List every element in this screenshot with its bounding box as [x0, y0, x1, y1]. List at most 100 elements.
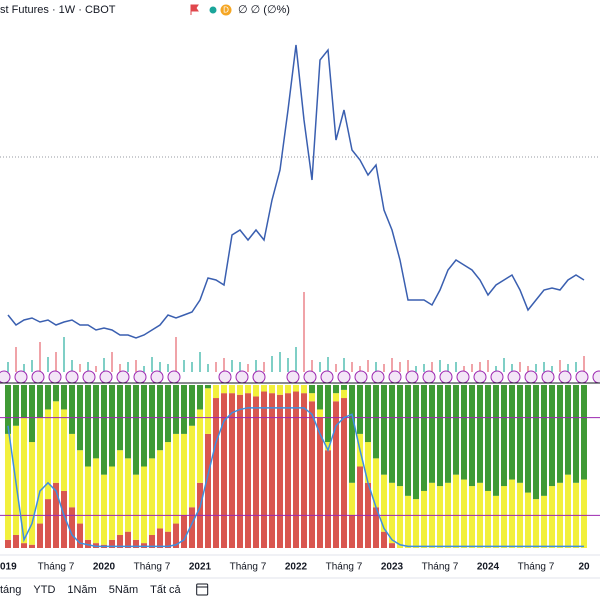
event-icon — [303, 370, 317, 384]
indicator-bar — [269, 385, 275, 394]
indicator-bar — [61, 490, 67, 548]
indicator-bar — [173, 433, 179, 524]
volume-bar — [215, 362, 217, 372]
badge — [220, 4, 232, 16]
indicator-bar — [397, 486, 403, 548]
indicator-bar — [237, 394, 243, 548]
event-icon — [371, 370, 385, 384]
x-tick-label: Tháng 7 — [422, 562, 459, 573]
indicator-bar — [85, 385, 91, 467]
volume-bar — [367, 360, 369, 372]
indicator-bar — [509, 385, 515, 480]
range-button[interactable]: 1Năm — [67, 584, 96, 596]
event-icon — [99, 370, 113, 384]
indicator-bar — [517, 385, 523, 483]
indicator-bar — [13, 385, 19, 426]
volume-bar — [39, 342, 41, 372]
indicator-bar — [533, 499, 539, 548]
indicator-bar — [53, 401, 59, 483]
indicator-bar — [261, 385, 267, 392]
volume-bar — [207, 364, 209, 372]
volume-bar — [127, 362, 129, 372]
event-icon — [116, 370, 130, 384]
volume-bar — [143, 366, 145, 372]
indicator-bar — [357, 466, 363, 548]
indicator-bar — [333, 401, 339, 548]
range-button[interactable]: YTD — [33, 584, 55, 596]
event-icon — [320, 370, 334, 384]
volume-bar — [551, 366, 553, 372]
indicator-bar — [357, 385, 363, 434]
indicator-bar — [101, 385, 107, 475]
indicator-bar — [133, 385, 139, 475]
volume-bar — [343, 358, 345, 372]
volume-bar — [255, 360, 257, 372]
volume-bar — [103, 358, 105, 372]
event-icon — [456, 370, 470, 384]
indicator-bar — [165, 385, 171, 443]
range-button[interactable]: 5Năm — [109, 584, 138, 596]
indicator-bar — [341, 398, 347, 548]
indicator-bar — [205, 385, 211, 389]
volume-bar — [567, 364, 569, 372]
indicator-bar — [413, 385, 419, 500]
volume-bar — [135, 360, 137, 372]
indicator-bar — [349, 385, 355, 483]
x-tick-label: 2022 — [285, 562, 308, 573]
symbol-label: st Futures · 1W · CBOT — [0, 4, 116, 16]
indicator-bar — [5, 433, 11, 540]
indicator-bar — [77, 450, 83, 524]
volume-bar — [15, 347, 17, 372]
indicator-bar — [493, 385, 499, 496]
event-icon — [592, 370, 600, 384]
indicator-bar — [317, 417, 323, 548]
volume-bar — [79, 364, 81, 372]
x-tick-label: Tháng 7 — [230, 562, 267, 573]
indicator-bar — [557, 385, 563, 483]
indicator-bar — [453, 385, 459, 475]
indicator-bar — [317, 385, 323, 410]
indicator-bar — [501, 385, 507, 487]
volume-bar — [151, 357, 153, 372]
volume-bar — [71, 360, 73, 372]
volume-bar — [543, 362, 545, 372]
event-icon — [354, 370, 368, 384]
volume-bar — [55, 352, 57, 372]
volume-bar — [247, 364, 249, 372]
volume-bar — [359, 366, 361, 372]
range-button[interactable]: Tất cả — [150, 584, 181, 596]
indicator-bar — [117, 450, 123, 535]
indicator-bar — [349, 482, 355, 516]
indicator-bar — [125, 458, 131, 532]
indicator-bar — [573, 385, 579, 483]
indicator-bar — [477, 385, 483, 483]
indicator-bar — [165, 531, 171, 548]
indicator-bar — [93, 458, 99, 544]
indicator-bar — [85, 539, 91, 548]
indicator-bar — [29, 385, 35, 443]
range-button[interactable]: táng — [0, 584, 21, 596]
indicator-bar — [205, 388, 211, 434]
indicator-bar — [221, 393, 227, 548]
volume-bar — [167, 364, 169, 372]
event-icon — [507, 370, 521, 384]
indicator-bar — [77, 523, 83, 548]
indicator-bar — [413, 499, 419, 548]
x-tick-label: Tháng 7 — [134, 562, 171, 573]
indicator-bar — [13, 534, 19, 548]
indicator-bar — [125, 531, 131, 548]
indicator-bar — [245, 385, 251, 394]
indicator-bar — [429, 385, 435, 483]
volume-bar — [463, 366, 465, 372]
indicator-bar — [437, 385, 443, 487]
indicator-bar — [133, 474, 139, 540]
event-icon — [167, 370, 181, 384]
x-tick-label: Tháng 7 — [326, 562, 363, 573]
calendar-icon[interactable] — [196, 583, 209, 596]
indicator-bar — [229, 393, 235, 548]
indicator-bar — [453, 474, 459, 548]
indicator-bar — [45, 409, 51, 500]
indicator-bar — [205, 433, 211, 548]
volume-bar — [415, 366, 417, 372]
volume-bar — [287, 358, 289, 372]
